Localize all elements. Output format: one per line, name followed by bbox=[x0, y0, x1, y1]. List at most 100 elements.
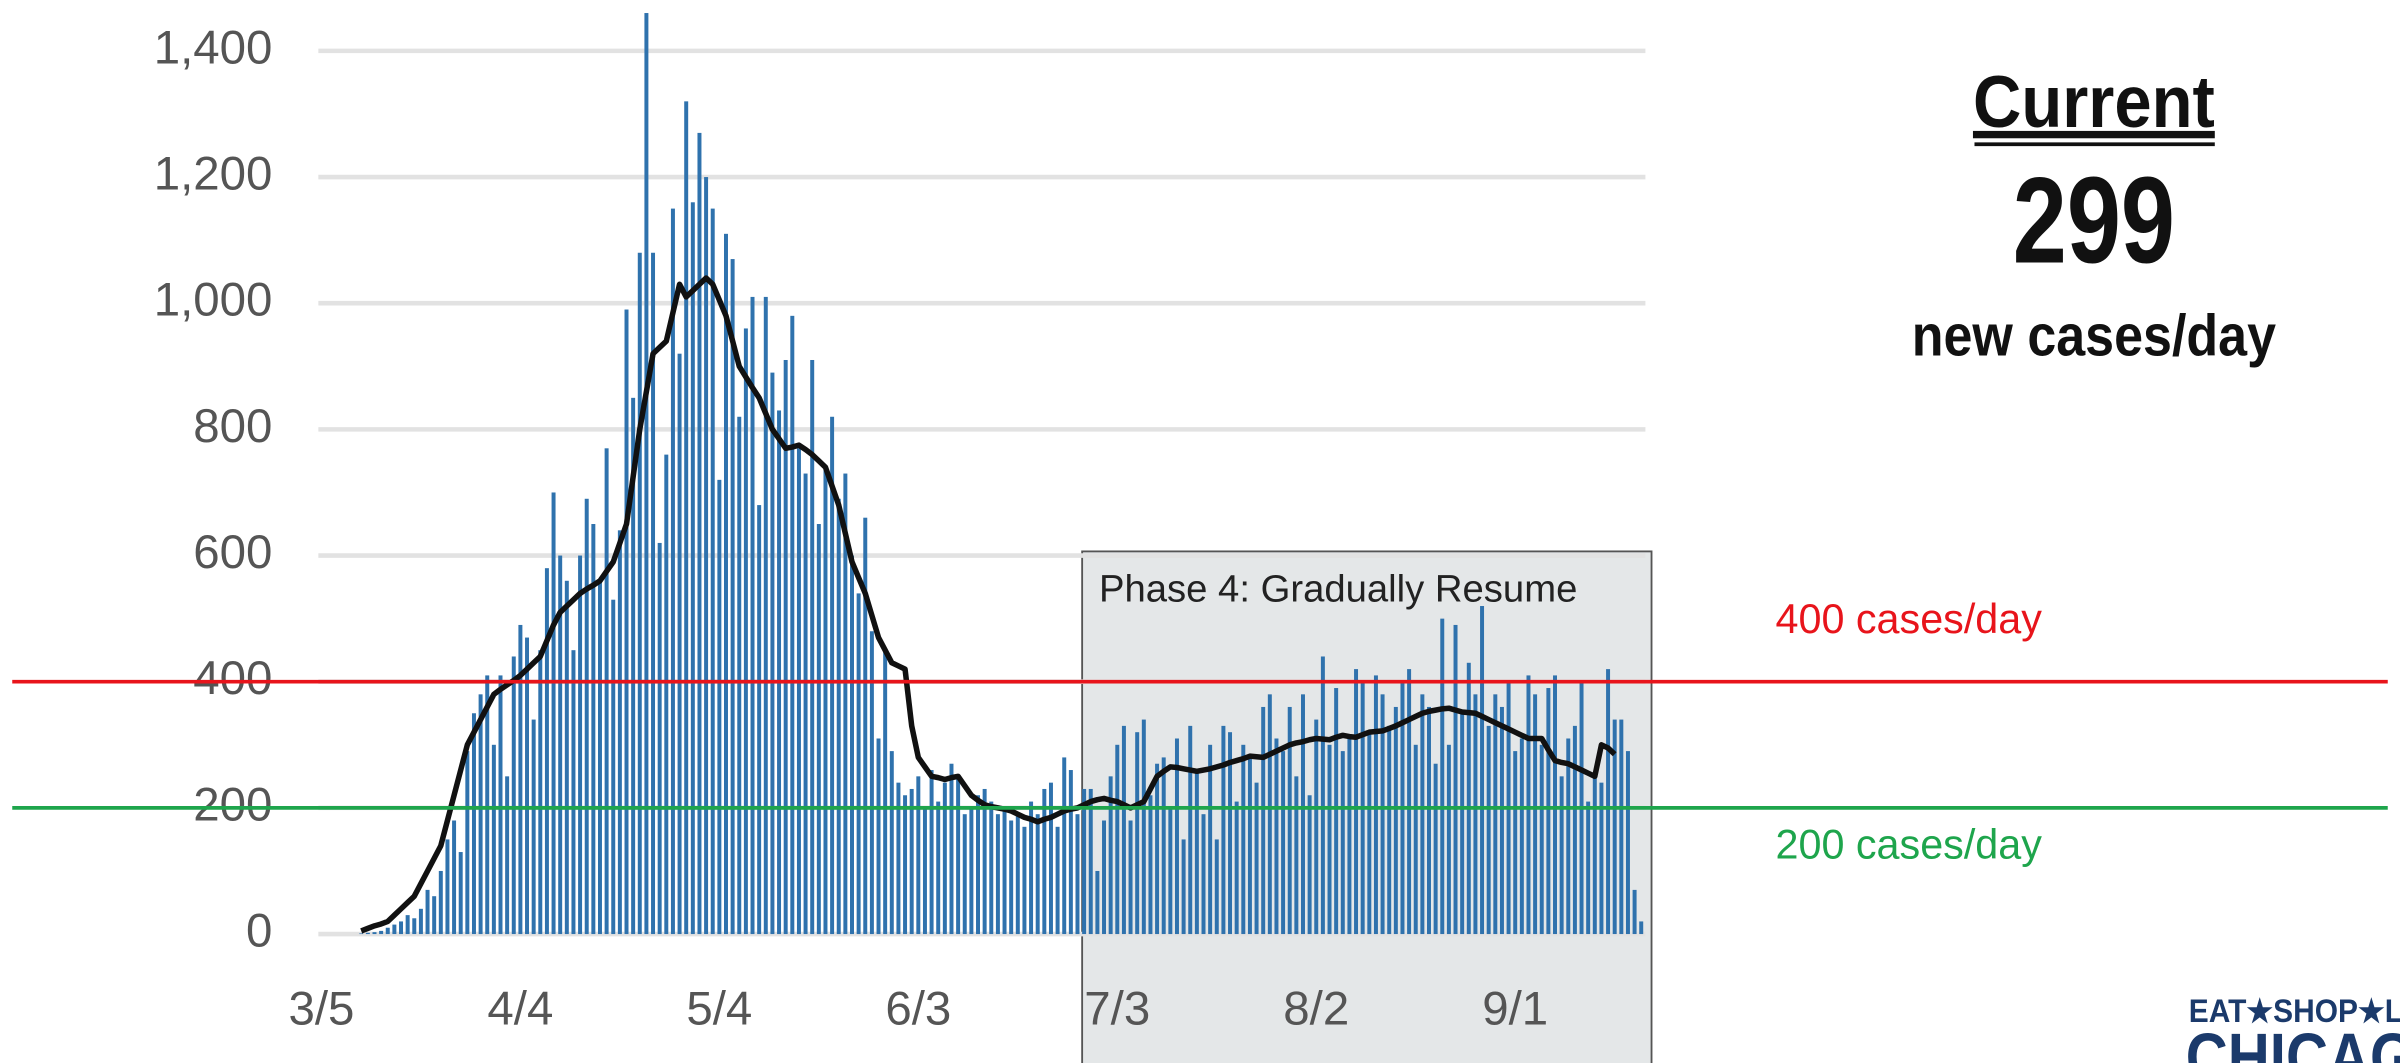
bar bbox=[1274, 738, 1279, 935]
bar bbox=[949, 763, 954, 935]
bar bbox=[505, 776, 510, 935]
bar bbox=[1300, 694, 1305, 935]
bar bbox=[1221, 725, 1226, 935]
bar bbox=[1632, 889, 1637, 935]
y-tick-label: 0 bbox=[246, 905, 272, 958]
bar bbox=[989, 801, 994, 935]
bar bbox=[491, 744, 496, 935]
bar bbox=[465, 751, 470, 935]
bar bbox=[551, 492, 556, 935]
bar bbox=[578, 555, 583, 935]
bar bbox=[856, 593, 861, 935]
bar bbox=[1228, 732, 1233, 935]
bar bbox=[1639, 921, 1644, 935]
bar bbox=[1367, 732, 1372, 935]
bar bbox=[1108, 776, 1113, 935]
bar bbox=[790, 315, 795, 935]
bar bbox=[1533, 694, 1538, 935]
bar bbox=[1267, 694, 1272, 935]
bar bbox=[1055, 826, 1060, 935]
bar bbox=[498, 675, 503, 935]
bar bbox=[1102, 820, 1107, 935]
bar bbox=[611, 599, 616, 935]
bar bbox=[803, 473, 808, 935]
bar bbox=[385, 927, 390, 935]
bar bbox=[438, 870, 443, 935]
bar bbox=[1592, 776, 1597, 935]
bar bbox=[690, 202, 695, 935]
bar bbox=[651, 252, 656, 935]
bar bbox=[1420, 694, 1425, 935]
bar bbox=[418, 908, 423, 935]
bar bbox=[1347, 738, 1352, 935]
y-tick-label: 1,000 bbox=[154, 274, 273, 327]
bar bbox=[1380, 694, 1385, 935]
bar bbox=[704, 177, 709, 935]
bar bbox=[1022, 826, 1027, 935]
y-tick-label: 1,400 bbox=[154, 21, 273, 74]
bar bbox=[1048, 782, 1053, 935]
bar bbox=[617, 530, 622, 935]
bar bbox=[710, 208, 715, 935]
bar bbox=[359, 933, 364, 935]
bar bbox=[1254, 782, 1259, 935]
bar bbox=[1042, 788, 1047, 935]
bar bbox=[1214, 839, 1219, 935]
bar bbox=[863, 517, 868, 935]
bar bbox=[1446, 744, 1451, 935]
bar bbox=[1148, 795, 1153, 935]
bar bbox=[1015, 814, 1020, 935]
bar bbox=[763, 296, 768, 935]
bar bbox=[976, 795, 981, 935]
bar bbox=[1539, 744, 1544, 935]
bar bbox=[684, 101, 689, 935]
bar bbox=[604, 448, 609, 935]
bar bbox=[1294, 776, 1299, 935]
panel-heading: Current bbox=[1973, 60, 2215, 143]
bar bbox=[936, 801, 941, 935]
bar bbox=[485, 675, 490, 935]
bar bbox=[372, 932, 377, 935]
bar bbox=[995, 814, 1000, 935]
bar bbox=[1115, 744, 1120, 935]
y-tick-label: 600 bbox=[193, 526, 272, 579]
bar bbox=[597, 580, 602, 935]
x-tick-label: 6/3 bbox=[885, 983, 951, 1036]
bar bbox=[670, 208, 675, 935]
bar bbox=[1526, 675, 1531, 935]
bar bbox=[644, 13, 649, 935]
bar bbox=[1281, 751, 1286, 935]
bar bbox=[942, 782, 947, 935]
bar bbox=[1155, 763, 1160, 935]
bar bbox=[1440, 618, 1445, 935]
bar bbox=[379, 930, 384, 935]
bar bbox=[445, 839, 450, 935]
bar bbox=[1194, 770, 1199, 935]
bar bbox=[664, 454, 669, 935]
bar bbox=[1334, 688, 1339, 935]
x-tick-label: 8/2 bbox=[1283, 983, 1349, 1036]
bar bbox=[816, 524, 821, 935]
bar bbox=[1287, 706, 1292, 935]
bar bbox=[1546, 688, 1551, 935]
bar bbox=[1314, 719, 1319, 935]
bar bbox=[531, 719, 536, 935]
y-tick-label: 1,200 bbox=[154, 148, 273, 201]
bar bbox=[1413, 744, 1418, 935]
bar bbox=[1466, 662, 1471, 935]
bar bbox=[843, 473, 848, 935]
bar bbox=[1161, 757, 1166, 935]
bar bbox=[1241, 744, 1246, 935]
bar bbox=[737, 416, 742, 935]
bar bbox=[1493, 694, 1498, 935]
bar bbox=[392, 924, 397, 935]
bar bbox=[1599, 782, 1604, 935]
x-tick-label: 9/1 bbox=[1482, 983, 1548, 1036]
bar bbox=[458, 852, 463, 935]
bar bbox=[624, 309, 629, 935]
bar bbox=[1062, 757, 1067, 935]
phase-label: Phase 4: Gradually Resume bbox=[1099, 567, 1577, 610]
bar bbox=[525, 637, 530, 935]
bar bbox=[723, 233, 728, 935]
bar bbox=[637, 252, 642, 935]
